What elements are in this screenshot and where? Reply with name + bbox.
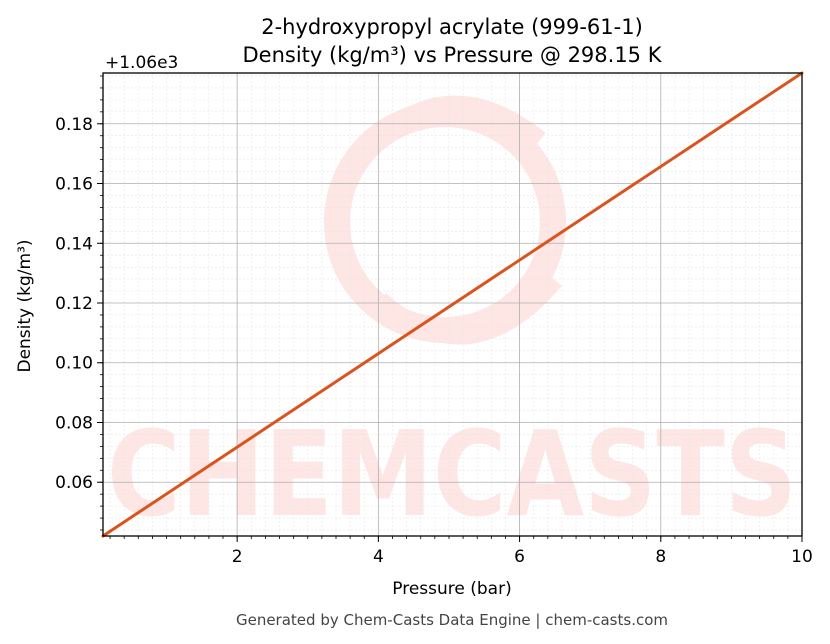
- watermark: CHEMCASTS: [107, 95, 797, 543]
- y-axis-label: Density (kg/m³): [15, 239, 35, 372]
- series-line: [101, 71, 804, 538]
- series-layer: [101, 71, 804, 538]
- footer-credit: Generated by Chem-Casts Data Engine | ch…: [236, 611, 668, 629]
- plot-frame: [102, 72, 803, 537]
- x-axis: 2 4 6 8 10: [109, 536, 813, 567]
- y-tick-label: 0.14: [55, 234, 93, 254]
- x-axis-label: Pressure (bar): [392, 579, 511, 599]
- y-tick-label: 0.10: [55, 354, 93, 374]
- y-tick-label: 0.12: [55, 294, 93, 314]
- watermark-logo-icon: [324, 95, 566, 345]
- y-axis: 0.06 0.08 0.10 0.12 0.14 0.16 0.18: [55, 75, 103, 531]
- x-tick-label: 6: [514, 547, 525, 567]
- x-tick-label: 8: [655, 547, 666, 567]
- y-offset-label: +1.06e3: [105, 53, 178, 73]
- chart-title-line1: 2-hydroxypropyl acrylate (999-61-1): [261, 15, 643, 39]
- watermark-text: CHEMCASTS: [107, 405, 797, 543]
- x-tick-label: 2: [232, 547, 243, 567]
- y-tick-label: 0.16: [55, 175, 93, 195]
- y-tick-label: 0.06: [55, 473, 93, 493]
- x-tick-label: 10: [791, 547, 813, 567]
- x-tick-label: 4: [373, 547, 384, 567]
- chart-title-line2: Density (kg/m³) vs Pressure @ 298.15 K: [242, 43, 662, 67]
- y-tick-label: 0.18: [55, 115, 93, 135]
- y-tick-label: 0.08: [55, 413, 93, 433]
